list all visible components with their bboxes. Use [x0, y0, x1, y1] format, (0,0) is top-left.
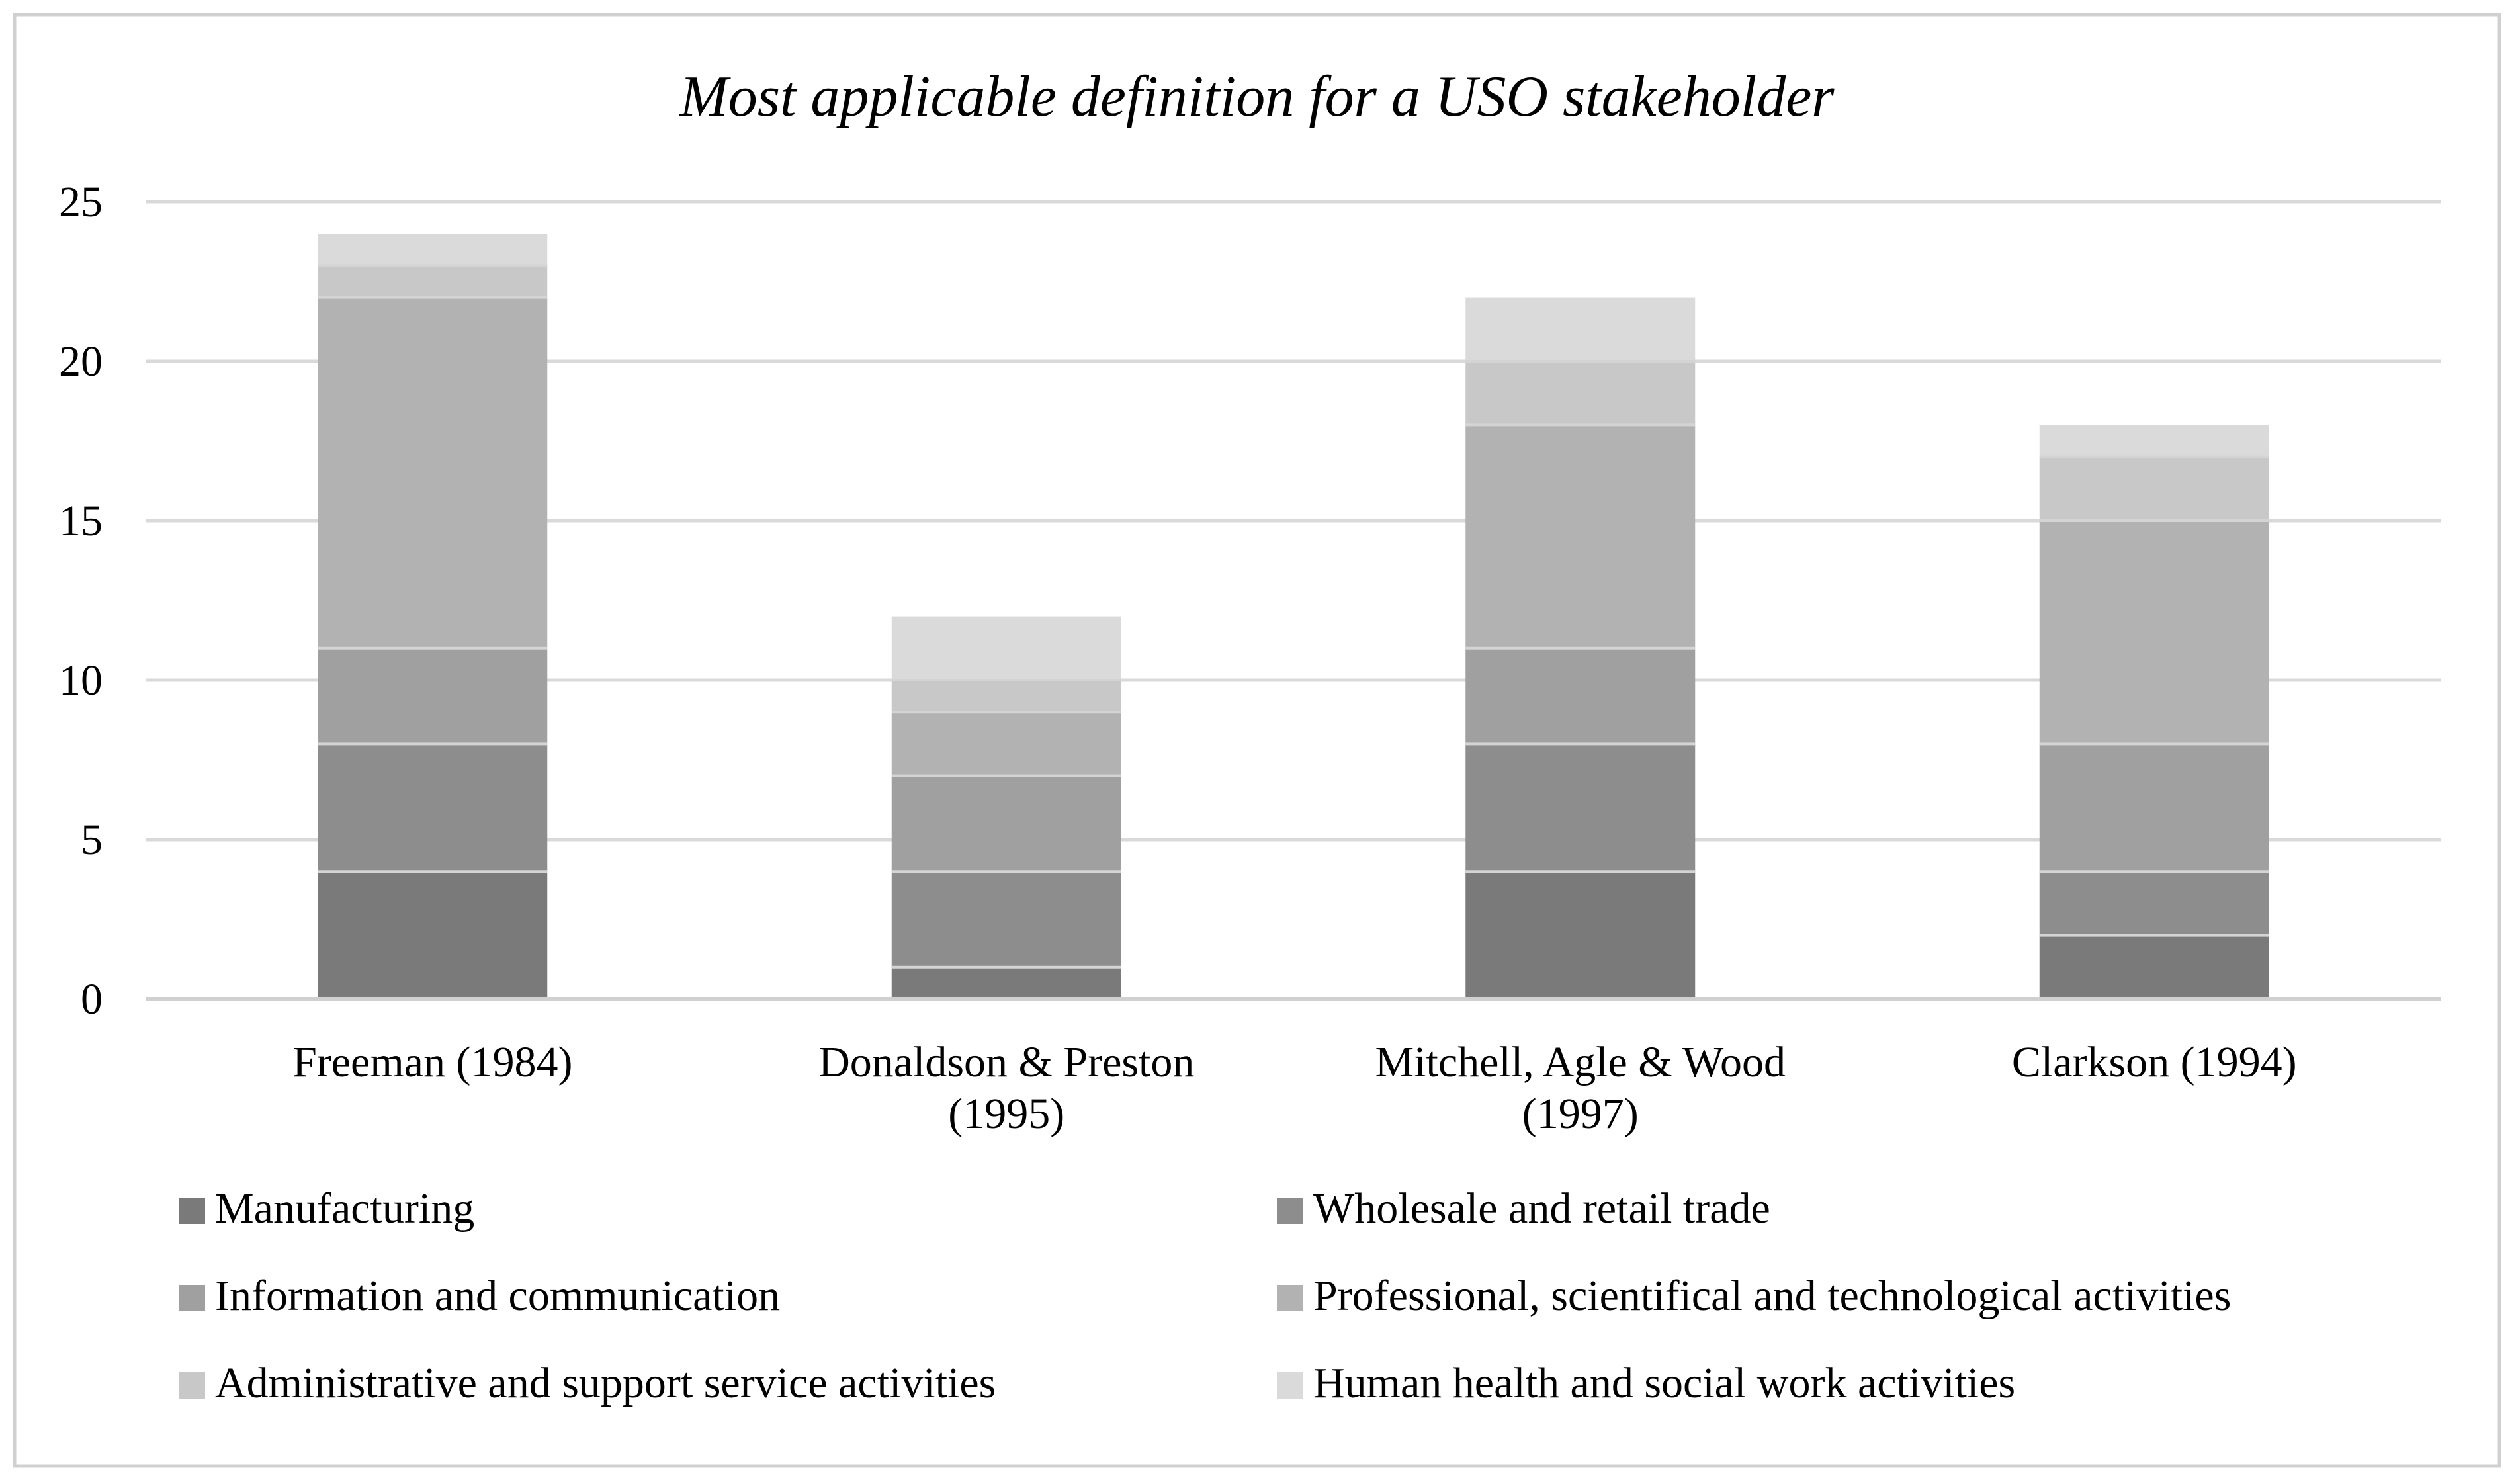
legend-swatch — [179, 1285, 205, 1311]
bar-segment — [2039, 457, 2269, 521]
legend-swatch — [179, 1198, 205, 1224]
legend-item: Human health and social work activities — [1277, 1359, 2015, 1407]
bar-segment — [318, 297, 548, 648]
legend-label: Human health and social work activities — [1313, 1359, 2015, 1407]
y-tick-label: 15 — [59, 497, 103, 545]
legend-label: Manufacturing — [215, 1184, 474, 1233]
bar-segment — [2039, 744, 2269, 872]
legend-swatch — [179, 1372, 205, 1399]
bar-segment — [2039, 871, 2269, 936]
legend-swatch — [1277, 1372, 1303, 1399]
bar-segment — [891, 871, 1121, 967]
category-label: Clarkson (1994) — [2012, 1038, 2297, 1086]
chart-title: Most applicable definition for a USO sta… — [678, 65, 1835, 129]
bar-segment — [2039, 425, 2269, 457]
y-tick-label: 20 — [59, 337, 103, 386]
bar-segment — [891, 616, 1121, 680]
bar-segment — [318, 234, 548, 266]
bar-segment — [2039, 935, 2269, 999]
legend-label: Wholesale and retail trade — [1313, 1184, 1770, 1233]
bar-segment — [1465, 744, 1696, 872]
y-tick-label: 10 — [59, 656, 103, 705]
y-tick-label: 0 — [81, 975, 103, 1024]
bar-segment — [1465, 871, 1696, 999]
legend-label: Information and communication — [215, 1272, 780, 1320]
legend-swatch — [1277, 1198, 1303, 1224]
bar-segment — [2039, 521, 2269, 744]
bar-segment — [1465, 425, 1696, 648]
legend-item: Wholesale and retail trade — [1277, 1184, 1770, 1233]
bar-segment — [1465, 648, 1696, 744]
bars — [318, 234, 2269, 999]
category-label: Freeman (1984) — [292, 1038, 572, 1086]
y-axis-ticks: 0 5 10 15 20 25 — [59, 178, 103, 1024]
bar-segment — [1465, 361, 1696, 425]
bar-segment — [318, 648, 548, 744]
bar-segment — [891, 967, 1121, 999]
y-tick-label: 25 — [59, 178, 103, 226]
legend-item: Professional, scientifical and technolog… — [1277, 1272, 2231, 1320]
legend-label: Administrative and support service activ… — [215, 1359, 996, 1407]
legend-swatch — [1277, 1285, 1303, 1311]
category-label: Mitchell, Agle & Wood (1997) — [1375, 1038, 1786, 1138]
legend-item: Manufacturing — [179, 1184, 474, 1233]
legend-item: Administrative and support service activ… — [179, 1359, 996, 1407]
legend-item: Information and communication — [179, 1272, 780, 1320]
legend: Manufacturing Wholesale and retail trade I… — [179, 1184, 2231, 1407]
x-axis-labels: Freeman (1984) Donaldson & Preston (1995) M… — [292, 1038, 2297, 1138]
legend-label: Professional, scientifical and technolog… — [1313, 1272, 2231, 1320]
bar-segment — [318, 744, 548, 872]
bar-segment — [891, 712, 1121, 776]
bar-segment — [891, 775, 1121, 872]
category-label: Donaldson & Preston (1995) — [818, 1038, 1194, 1138]
y-tick-label: 5 — [81, 816, 103, 864]
bar-segment — [1465, 297, 1696, 361]
bar-segment — [318, 871, 548, 999]
bar-segment — [891, 680, 1121, 713]
bar-segment — [318, 265, 548, 298]
